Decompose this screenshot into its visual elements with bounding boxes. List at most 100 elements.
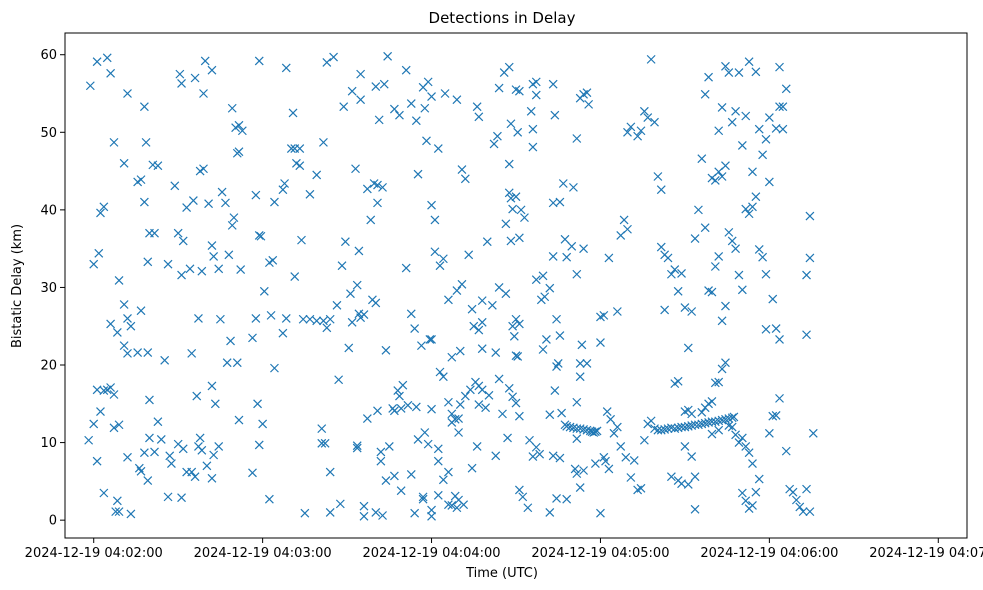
- data-markers: [84, 51, 818, 521]
- data-point: [687, 452, 697, 461]
- data-point: [646, 416, 656, 426]
- data-point: [677, 269, 686, 278]
- data-point: [325, 467, 335, 477]
- data-point: [452, 503, 462, 513]
- data-point: [438, 475, 448, 485]
- data-point: [491, 348, 501, 358]
- data-point: [467, 463, 477, 473]
- data-point: [636, 483, 646, 493]
- data-point: [714, 126, 724, 136]
- data-point: [545, 283, 555, 293]
- data-point: [494, 83, 504, 93]
- data-point: [717, 415, 727, 425]
- data-point: [413, 435, 423, 444]
- data-point: [761, 324, 771, 334]
- data-point: [173, 228, 183, 238]
- data-point: [187, 467, 197, 477]
- y-tick-label: 20: [40, 359, 57, 374]
- data-point: [150, 447, 159, 457]
- data-point: [552, 314, 561, 324]
- data-point: [487, 300, 497, 310]
- data-point: [217, 187, 227, 197]
- data-point: [254, 231, 264, 240]
- data-point: [281, 314, 291, 323]
- data-point: [626, 473, 636, 482]
- data-point: [455, 346, 465, 356]
- data-point: [656, 425, 666, 435]
- data-point: [548, 79, 558, 89]
- data-point: [371, 82, 381, 91]
- data-point: [727, 422, 737, 432]
- data-point: [513, 352, 523, 361]
- data-point: [356, 69, 366, 79]
- data-point: [717, 364, 727, 374]
- y-tick-label: 10: [40, 436, 57, 451]
- data-point: [457, 165, 467, 174]
- data-point: [347, 317, 357, 327]
- data-point: [444, 295, 453, 305]
- data-point: [427, 505, 436, 515]
- data-point: [119, 341, 129, 351]
- data-point: [758, 252, 768, 262]
- data-point: [207, 241, 217, 250]
- data-point: [768, 411, 778, 421]
- x-axis-label: Time (UTC): [465, 566, 538, 581]
- data-point: [501, 219, 511, 229]
- data-point: [376, 456, 386, 466]
- data-point: [197, 445, 207, 455]
- data-point: [420, 428, 430, 437]
- data-point: [300, 508, 310, 518]
- data-point: [444, 397, 453, 407]
- data-point: [430, 215, 440, 225]
- data-point: [209, 251, 219, 261]
- data-point: [320, 438, 330, 448]
- data-point: [395, 391, 404, 401]
- data-point: [707, 397, 717, 406]
- data-point: [214, 264, 224, 274]
- data-point: [506, 119, 516, 129]
- data-point: [454, 414, 463, 423]
- data-point: [596, 338, 605, 347]
- data-point: [572, 269, 582, 279]
- data-point: [704, 72, 713, 82]
- data-point: [204, 199, 214, 209]
- data-point: [514, 319, 524, 329]
- x-tick-label: 2024-12-19 04:04:00: [363, 546, 501, 561]
- data-point: [656, 185, 666, 195]
- data-point: [697, 419, 707, 429]
- data-point: [572, 469, 582, 479]
- data-point: [354, 246, 364, 256]
- data-point: [194, 314, 203, 323]
- data-point: [570, 464, 580, 474]
- data-point: [737, 141, 747, 150]
- data-point: [727, 236, 737, 246]
- data-point: [621, 452, 631, 462]
- data-point: [106, 383, 116, 392]
- data-point: [236, 265, 246, 275]
- data-point: [433, 490, 443, 500]
- data-point: [178, 236, 188, 246]
- data-point: [754, 474, 764, 484]
- data-point: [805, 507, 815, 517]
- data-point: [123, 348, 132, 358]
- data-point: [322, 323, 332, 333]
- data-point: [373, 406, 382, 416]
- data-point: [626, 122, 636, 132]
- data-point: [531, 275, 541, 285]
- data-point: [268, 255, 278, 265]
- data-point: [84, 435, 94, 445]
- data-point: [153, 161, 163, 171]
- data-point: [398, 380, 408, 390]
- data-point: [764, 177, 774, 187]
- data-point: [278, 185, 288, 195]
- data-point: [623, 127, 632, 137]
- data-point: [270, 363, 279, 373]
- data-point: [721, 61, 730, 71]
- data-point: [288, 108, 298, 118]
- data-point: [565, 422, 575, 432]
- data-point: [768, 294, 778, 304]
- data-point: [389, 104, 399, 114]
- data-point: [438, 254, 448, 264]
- data-point: [229, 213, 239, 223]
- data-point: [506, 193, 516, 203]
